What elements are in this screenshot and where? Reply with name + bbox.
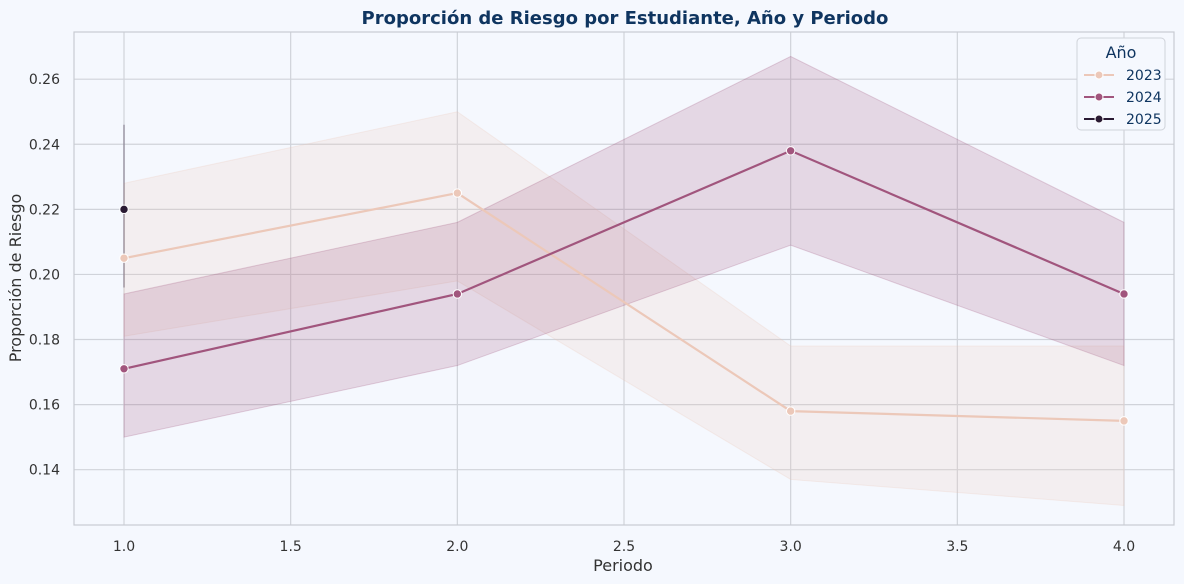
- legend-label-2023: 2023: [1126, 68, 1162, 84]
- y-axis-label: Proporción de Riesgo: [6, 194, 25, 363]
- data-point-2025: [120, 205, 128, 213]
- data-point-2024: [453, 290, 461, 298]
- x-tick-label: 2.0: [446, 539, 468, 555]
- legend-label-2024: 2024: [1126, 90, 1162, 106]
- y-tick-label: 0.22: [29, 202, 60, 218]
- y-tick-label: 0.14: [29, 463, 60, 479]
- x-tick-label: 3.0: [780, 539, 802, 555]
- y-tick-label: 0.24: [29, 137, 60, 153]
- legend-marker-2023: [1095, 71, 1103, 79]
- data-point-2024: [786, 147, 794, 155]
- legend-marker-2025: [1095, 115, 1103, 123]
- y-tick-label: 0.18: [29, 333, 60, 349]
- data-point-2024: [120, 365, 128, 373]
- data-point-2023: [120, 254, 128, 262]
- data-point-2024: [1120, 290, 1128, 298]
- x-tick-label: 3.5: [946, 539, 968, 555]
- legend-title: Año: [1106, 43, 1137, 62]
- y-tick-label: 0.16: [29, 398, 60, 414]
- chart-title: Proporción de Riesgo por Estudiante, Año…: [362, 8, 889, 29]
- data-point-2023: [1120, 417, 1128, 425]
- x-tick-label: 1.5: [280, 539, 302, 555]
- x-tick-label: 1.0: [113, 539, 135, 555]
- legend-label-2025: 2025: [1126, 112, 1162, 128]
- x-tick-label: 4.0: [1113, 539, 1135, 555]
- data-point-2023: [786, 407, 794, 415]
- legend: Año 2023 2024 2025: [1077, 38, 1165, 130]
- x-tick-label: 2.5: [613, 539, 635, 555]
- y-tick-label: 0.26: [29, 72, 60, 88]
- x-axis-label: Periodo: [593, 556, 653, 575]
- data-point-2023: [453, 189, 461, 197]
- y-tick-label: 0.20: [29, 267, 60, 283]
- legend-marker-2024: [1095, 93, 1103, 101]
